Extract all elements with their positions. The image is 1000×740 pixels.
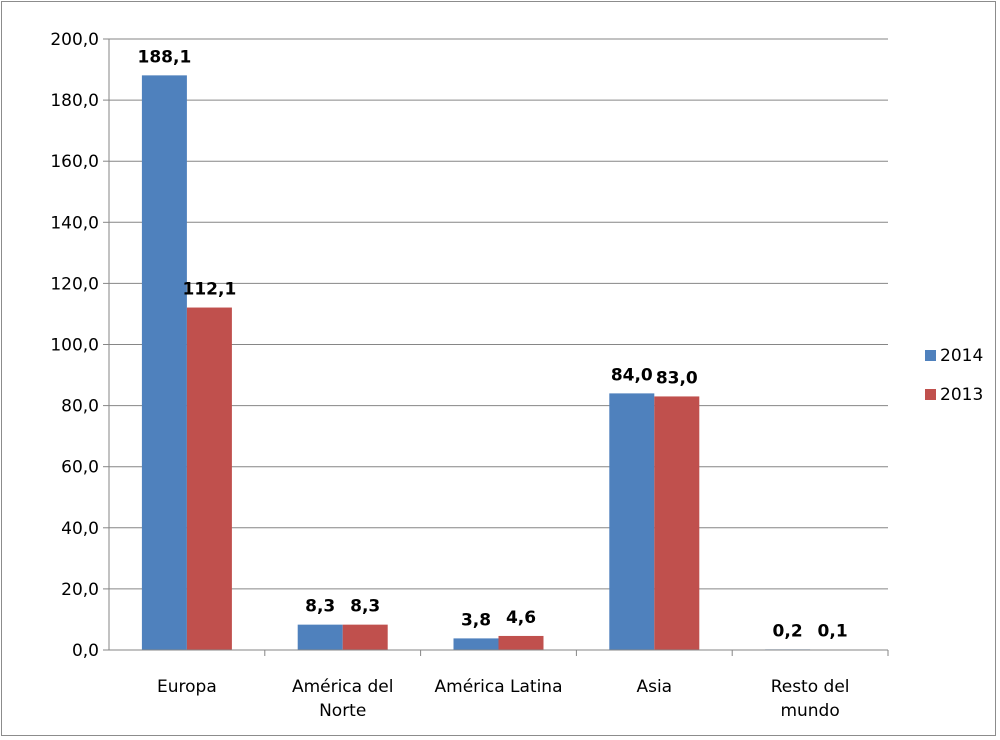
y-tick-label: 160,0 <box>50 152 99 172</box>
x-tick-label: Europa <box>157 677 217 697</box>
bar-2013 <box>498 635 544 650</box>
y-tick-label: 0,0 <box>72 641 99 661</box>
bar-2014 <box>609 393 655 650</box>
y-tick-label: 100,0 <box>50 336 99 356</box>
data-label: 8,3 <box>305 597 335 617</box>
x-tick-label: América del <box>292 677 394 697</box>
y-tick-label: 40,0 <box>61 519 99 539</box>
legend-label-2014: 2014 <box>940 346 983 366</box>
y-tick-label: 60,0 <box>61 458 99 478</box>
bar-2013 <box>654 396 700 650</box>
data-label: 0,2 <box>773 621 803 641</box>
data-labels: 188,1 112,1 8,3 8,3 3,8 4,6 84,0 83,0 0,2 0,1 <box>138 47 848 641</box>
y-axis: 0,0 20,0 40,0 60,0 80,0 100,0 120,0 140,0 160,0 1… <box>50 30 110 661</box>
y-tick-label: 140,0 <box>50 213 99 233</box>
data-label: 188,1 <box>138 47 192 67</box>
bar-2014 <box>297 624 343 650</box>
gridlines <box>109 38 888 651</box>
bar-2013 <box>342 624 388 650</box>
bar-2014 <box>141 75 187 651</box>
bar-2014 <box>453 638 499 650</box>
bar-2013 <box>186 307 232 650</box>
y-tick-label: 120,0 <box>50 274 99 294</box>
x-tick-label: Asia <box>636 677 672 697</box>
x-axis: Europa América del Norte América Latina Asia… <box>109 649 889 721</box>
data-label: 0,1 <box>818 622 848 642</box>
x-tick-label: Norte <box>319 701 366 721</box>
legend-swatch-2014 <box>925 350 936 361</box>
y-tick-label: 180,0 <box>50 91 99 111</box>
y-tick-label: 20,0 <box>61 580 99 600</box>
data-label: 84,0 <box>611 365 653 385</box>
bars <box>141 75 856 651</box>
data-label: 83,0 <box>656 368 698 388</box>
legend-swatch-2013 <box>925 389 936 400</box>
data-label: 4,6 <box>506 608 536 628</box>
legend: 2014 2013 <box>925 346 983 405</box>
x-tick-label: América Latina <box>435 677 563 697</box>
data-label: 112,1 <box>183 280 237 300</box>
data-label: 3,8 <box>461 610 491 630</box>
x-tick-label: mundo <box>780 701 839 721</box>
x-tick-label: Resto del <box>771 677 850 697</box>
legend-label-2013: 2013 <box>940 385 983 405</box>
y-tick-label: 80,0 <box>61 397 99 417</box>
y-tick-label: 200,0 <box>50 30 99 50</box>
data-label: 8,3 <box>350 597 380 617</box>
